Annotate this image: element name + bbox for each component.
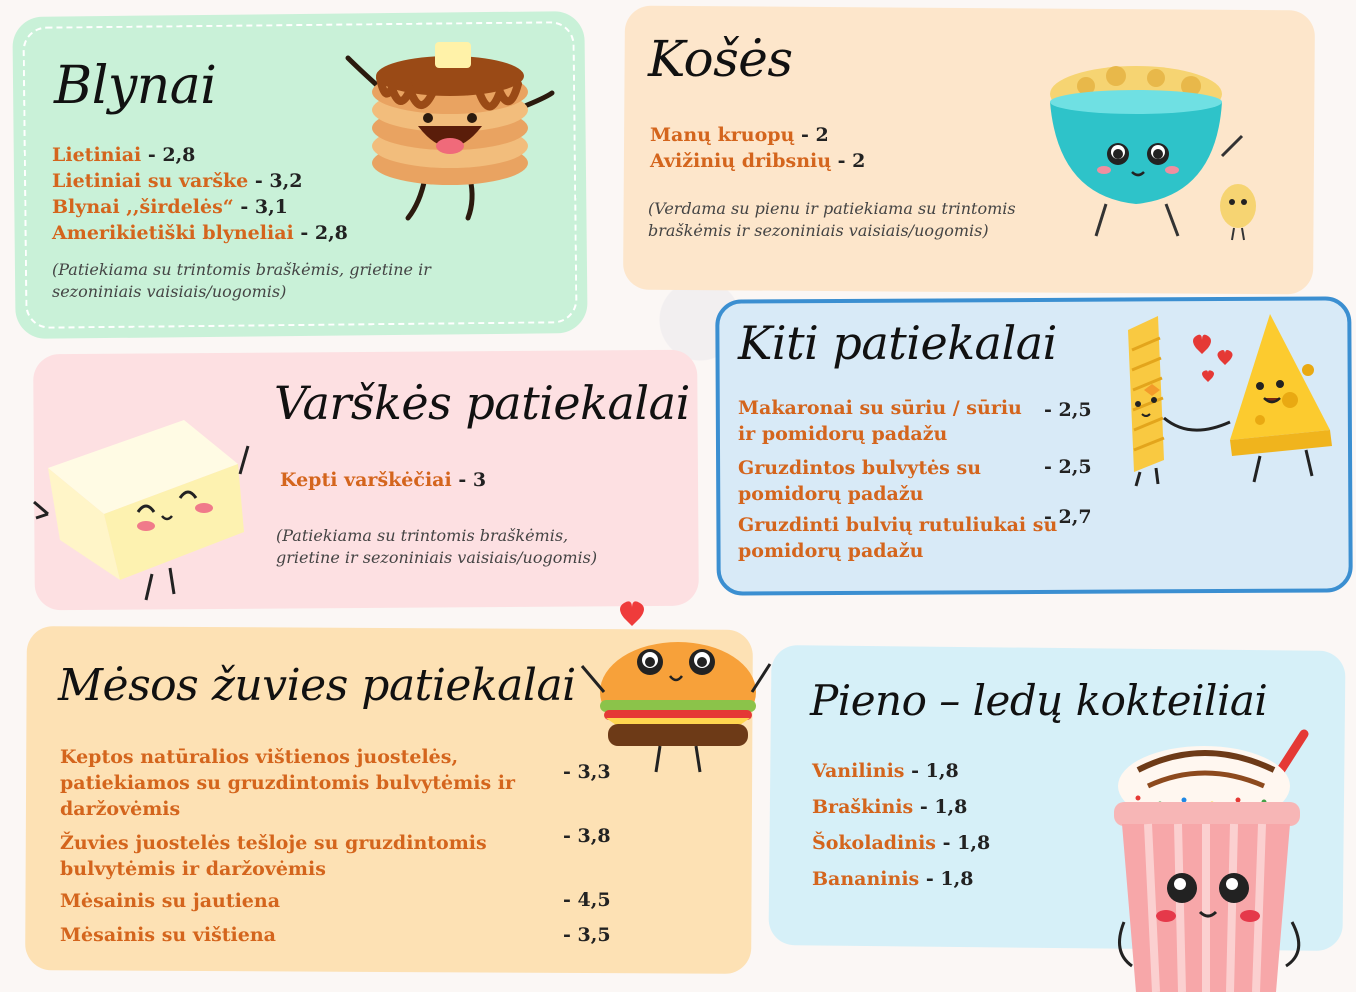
menu-item: Gruzdintos bulvytės su pomidorų padažu — [738, 457, 982, 505]
menu-item-price: - 3,3 — [563, 761, 611, 783]
menu-item-price: - 2,5 — [1044, 399, 1092, 421]
section-title-pieno: Pieno – ledų kokteiliai — [810, 676, 1268, 725]
section-title-koses: Košės — [648, 30, 793, 88]
menu-item: Amerikietiški blyneliai - 2,8 — [52, 222, 348, 244]
cereal-bowl-icon — [1050, 66, 1256, 241]
menu-item: Lietiniai - 2,8 — [52, 144, 196, 166]
section-note: (Verdama su pienu ir patiekiama su trint… — [648, 199, 1016, 240]
menu-item: Mėsainis su jautiena — [60, 890, 281, 912]
menu-item-price: - 3,5 — [563, 924, 611, 946]
cheese-block-icon — [33, 420, 250, 601]
section-note: (Patiekiama su trintomis braškėmis, grie… — [52, 260, 431, 301]
section-title-mesos: Mėsos žuvies patiekalai — [58, 660, 576, 711]
section-note: (Patiekiama su trintomis braškėmis, grie… — [276, 526, 598, 567]
burger-icon — [580, 601, 772, 773]
section-title-varskes: Varškės patiekalai — [274, 376, 690, 430]
menu-item: Vanilinis - 1,8 — [812, 760, 959, 782]
menu-item: Lietiniai su varške - 3,2 — [52, 170, 303, 192]
menu-item: Šokoladinis - 1,8 — [812, 832, 991, 854]
menu-item: Makaronai su sūriu / sūriu ir pomidorų p… — [738, 397, 1022, 445]
milkshake-cup-icon — [1114, 729, 1309, 992]
pancake-stack-icon — [345, 42, 555, 221]
menu-item: Avižinių dribsnių - 2 — [650, 150, 866, 172]
menu-item-price: - 2,5 — [1044, 456, 1092, 478]
section-title-blynai: Blynai — [54, 56, 217, 116]
menu-item: Braškinis - 1,8 — [812, 796, 968, 818]
menu-item: Žuvies juostelės tešloje su gruzdintomis… — [60, 832, 487, 880]
pasta-and-cheese-icon — [1128, 314, 1332, 487]
section-title-kiti: Kiti patiekalai — [738, 316, 1057, 370]
menu-item-price: - 4,5 — [563, 889, 611, 911]
menu-item: Manų kruopų - 2 — [650, 124, 829, 146]
menu-item: Keptos natūralios vištienos juostelės, p… — [60, 746, 516, 820]
menu-item: Bananinis - 1,8 — [812, 868, 974, 890]
menu-item: Kepti varškėčiai - 3 — [280, 469, 487, 491]
menu-item: Blynai ,,širdelės“ - 3,1 — [52, 196, 288, 218]
menu-item-price: - 3,8 — [563, 825, 611, 847]
menu-item-price: - 2,7 — [1044, 506, 1092, 528]
menu-item: Gruzdinti bulvių rutuliukai su pomidorų … — [738, 514, 1058, 562]
menu-item: Mėsainis su vištiena — [60, 924, 276, 946]
